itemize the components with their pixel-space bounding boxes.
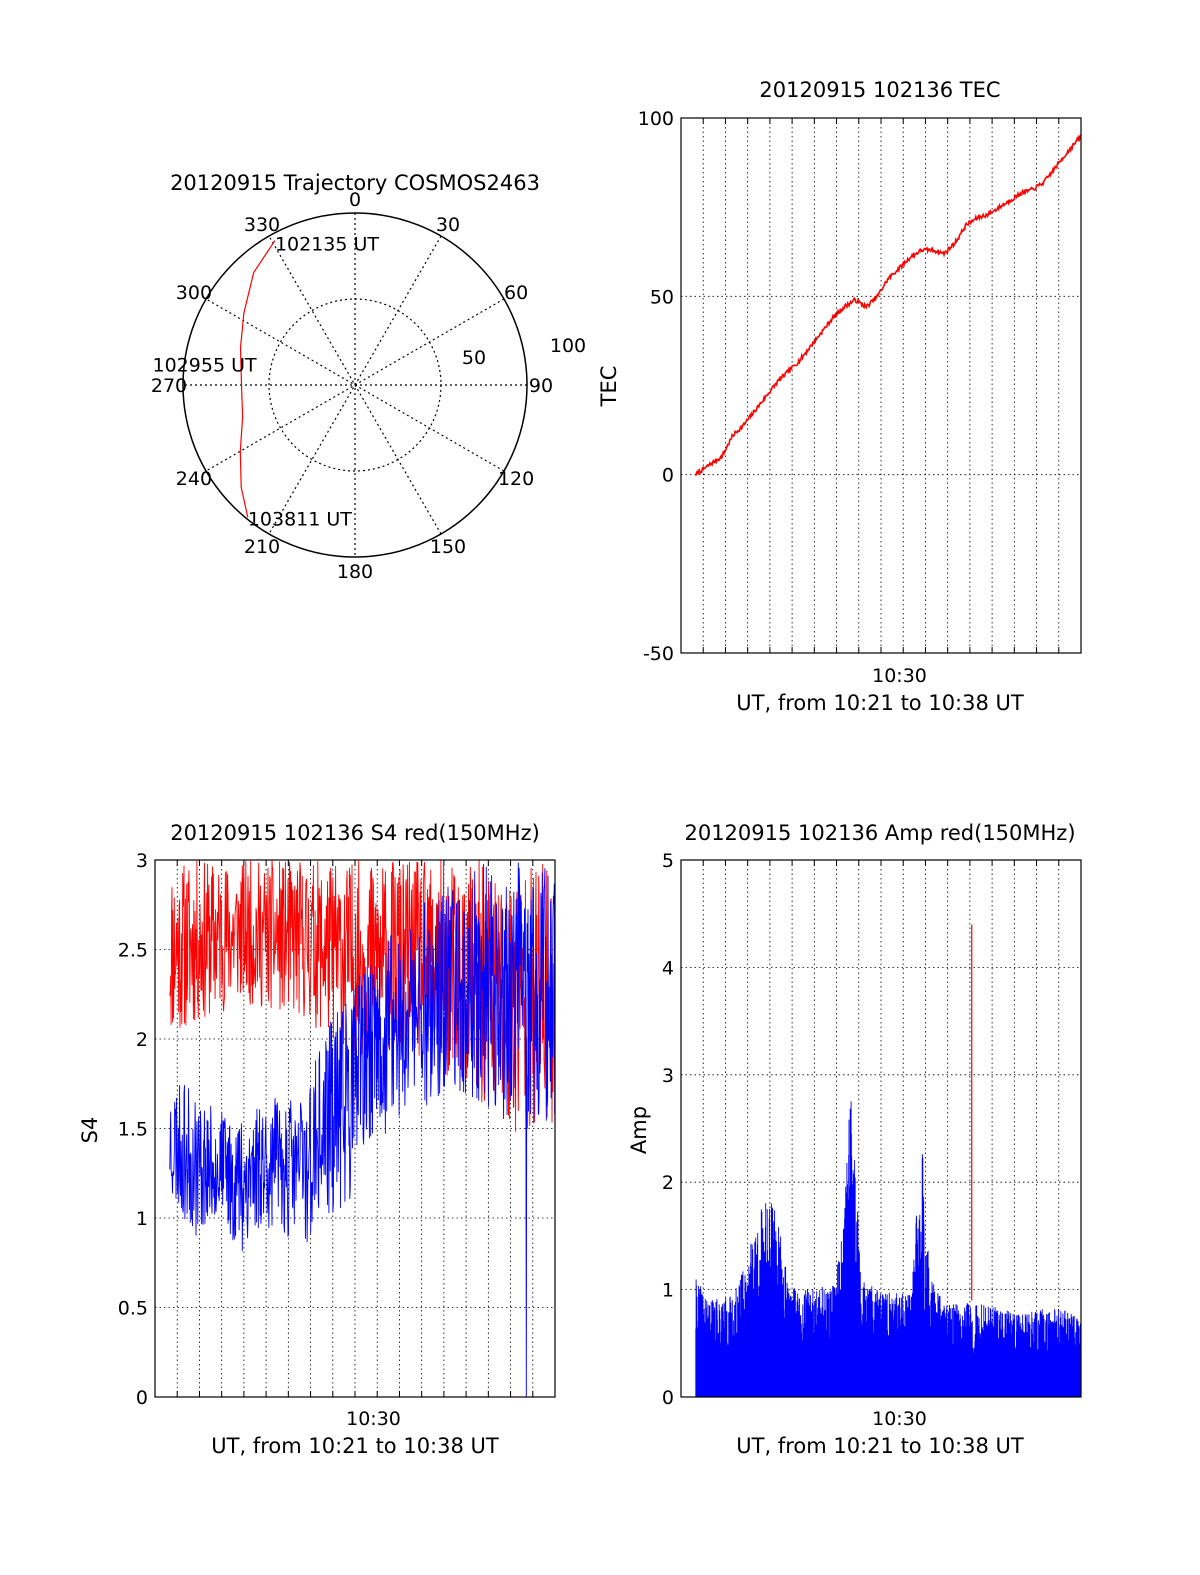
polar-angle-label-300: 300 [176,282,212,304]
polar-angle-label-60: 60 [504,282,528,304]
y-tick-label: 3 [136,850,148,872]
polar-angle-label-90: 90 [529,375,553,397]
tec-y-ticks: -50 0 50 100 [638,108,674,665]
polar-angle-label-210: 210 [244,536,280,558]
amp-y-axis-label: Amp [627,1106,651,1154]
amp-panel: 20120915 102136 Amp red(150MHz) 0 1 2 3 4 5 1… [627,821,1082,1458]
polar-radial-label-100: 100 [550,335,586,357]
amp-x-tick-label: 10:30 [872,1408,927,1430]
polar-angle-label-330: 330 [244,214,280,236]
y-tick-label: 50 [650,286,674,308]
s4-x-tick-label: 10:30 [346,1408,401,1430]
y-tick-label: 0 [662,465,674,487]
tec-title: 20120915 102136 TEC [759,78,1000,102]
trajectory-mid-label: 102955 UT [153,354,257,376]
polar-angle-label-270: 270 [151,375,187,397]
y-tick-label: 1 [136,1208,148,1230]
trajectory-title: 20120915 Trajectory COSMOS2463 [170,171,540,195]
s4-y-ticks: 0 0.5 1 1.5 2 2.5 3 [118,850,148,1409]
s4-y-axis-label: S4 [78,1117,102,1144]
polar-angle-label-240: 240 [176,468,212,490]
s4-title: 20120915 102136 S4 red(150MHz) [170,821,540,845]
tec-x-tick-label: 10:30 [872,665,927,687]
polar-angle-labels: 0 30 60 90 120 150 180 210 240 270 300 330 [151,189,553,583]
amp-plot-frame [680,859,1082,1398]
y-tick-label: 2 [662,1172,674,1194]
tec-grid [681,117,1081,654]
amp-x-axis-label: UT, from 10:21 to 10:38 UT [736,1434,1024,1458]
amp-data [695,924,1082,1397]
s4-blue-series [169,862,556,1398]
polar-spoke-150 [268,235,442,535]
amp-blue-series [695,1101,1082,1397]
polar-angle-label-180: 180 [337,561,373,583]
y-tick-label: 100 [638,108,674,130]
tec-panel: 20120915 102136 TEC -50 0 50 100 10:30 UT, … [597,78,1082,715]
trajectory-end-label: 103811 UT [248,508,352,530]
y-tick-label: -50 [643,643,674,665]
s4-plot-frame [154,859,556,1398]
polar-radial-label-50: 50 [462,347,486,369]
amp-title: 20120915 102136 Amp red(150MHz) [684,821,1075,845]
tec-x-axis-label: UT, from 10:21 to 10:38 UT [736,691,1024,715]
y-tick-label: 1.5 [118,1119,148,1141]
y-tick-label: 0.5 [118,1298,148,1320]
y-tick-label: 2 [136,1029,148,1051]
y-tick-label: 0 [662,1387,674,1409]
tec-plot-frame [680,117,1082,654]
polar-angle-label-30: 30 [436,214,460,236]
tec-series-line [695,134,1082,476]
polar-angle-label-120: 120 [498,468,534,490]
trajectory-line [239,240,276,518]
y-tick-label: 4 [662,957,674,979]
y-tick-label: 0 [136,1387,148,1409]
amp-y-ticks: 0 1 2 3 4 5 [662,850,674,1409]
polar-angle-label-150: 150 [430,536,466,558]
polar-angle-label-0: 0 [349,189,361,211]
s4-panel: 20120915 102136 S4 red(150MHz) 0 0.5 1 1.5 2… [78,821,556,1458]
y-tick-label: 1 [662,1280,674,1302]
tec-y-axis-label: TEC [597,366,621,408]
polar-spokes [183,213,527,557]
s4-x-axis-label: UT, from 10:21 to 10:38 UT [211,1434,499,1458]
y-tick-label: 5 [662,850,674,872]
s4-data [169,859,556,1398]
trajectory-panel: 20120915 Trajectory COSMOS2463 0 30 60 90 12… [151,171,586,583]
trajectory-start-label: 102135 UT [275,234,379,256]
y-tick-label: 3 [662,1065,674,1087]
y-tick-label: 2.5 [118,940,148,962]
